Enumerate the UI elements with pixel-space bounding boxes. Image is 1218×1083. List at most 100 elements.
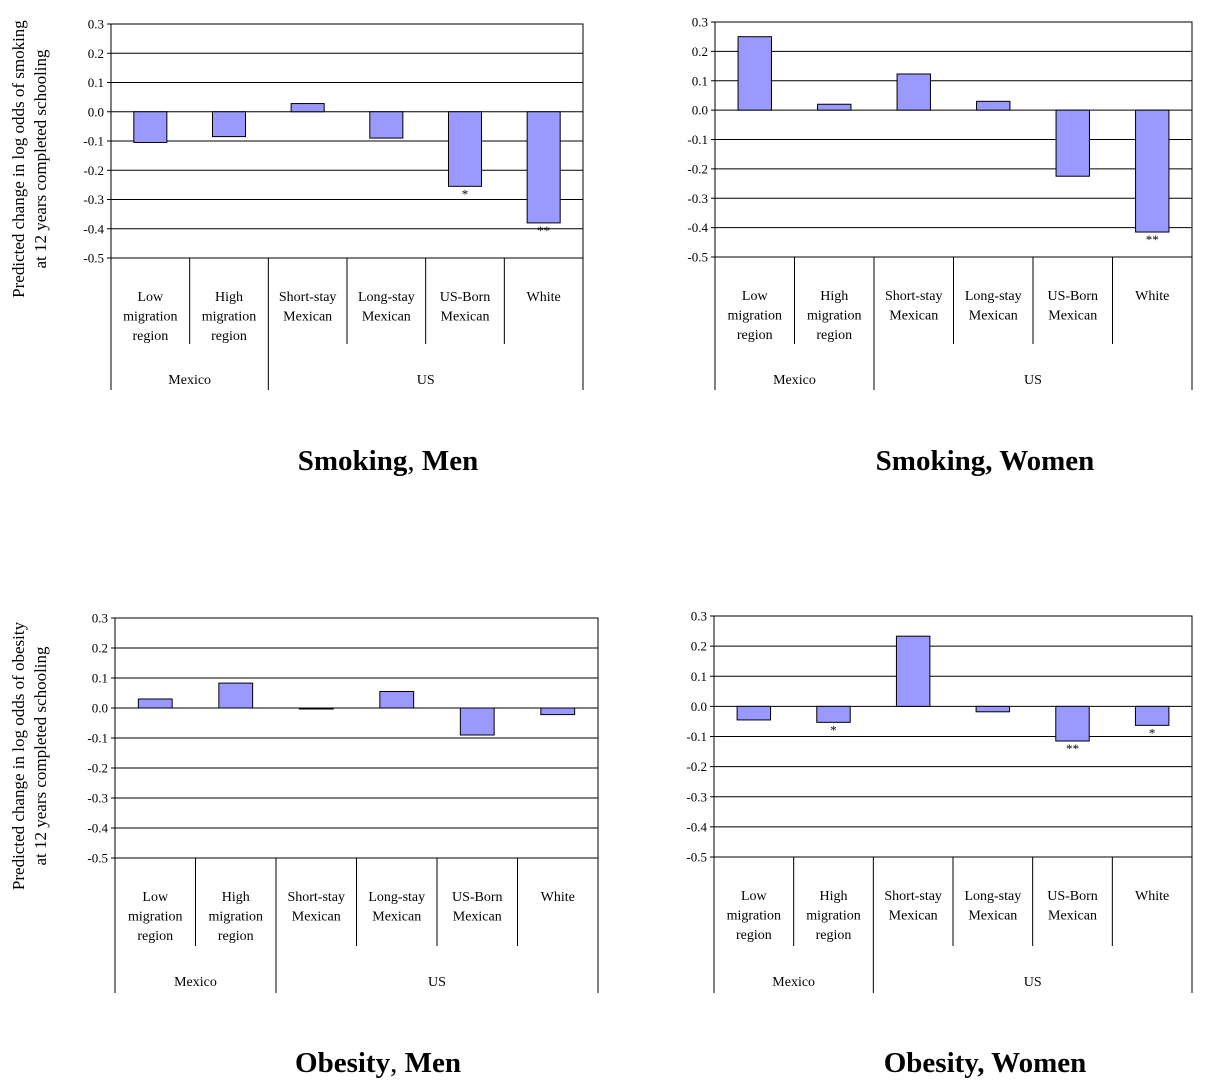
bar: [817, 103, 852, 111]
significance-marker: *: [830, 722, 837, 737]
group-label: US: [1024, 975, 1042, 990]
y-tick-label: -0.5: [87, 851, 108, 866]
y-tick-label: -0.5: [686, 850, 707, 865]
y-tick-label: -0.4: [87, 821, 108, 836]
bar: [975, 705, 1011, 713]
significance-marker: **: [1146, 232, 1159, 247]
y-tick-label: 0.2: [88, 46, 104, 61]
category-label: Mexican: [1048, 909, 1097, 924]
category-label: Mexican: [292, 910, 341, 925]
chart-title: Smoking, Men: [298, 445, 478, 477]
chart-title: Obesity, Men: [295, 1047, 461, 1079]
category-label: region: [736, 928, 772, 943]
category-label: migration: [128, 910, 182, 925]
bar: [447, 111, 483, 187]
y-tick-label: 0.3: [88, 17, 104, 32]
category-label: White: [527, 290, 561, 305]
group-label: US: [417, 373, 435, 388]
category-label: Long-stay: [965, 289, 1022, 304]
y-tick-label: 0.0: [691, 699, 707, 714]
bar: [976, 100, 1011, 111]
category-label: US-Born: [440, 290, 491, 305]
category-label: migration: [807, 309, 861, 324]
category-label: Short-stay: [884, 889, 942, 904]
y-tick-label: -0.2: [83, 163, 104, 178]
category-label: High: [820, 289, 848, 304]
category-label: Mexican: [283, 310, 332, 325]
category-label: High: [215, 290, 243, 305]
y-tick-label: -0.5: [687, 250, 708, 265]
category-label: migration: [806, 909, 860, 924]
bar: [211, 111, 247, 138]
category-label: Long-stay: [964, 889, 1021, 904]
y-tick-label: 0.3: [691, 609, 707, 624]
category-label: migration: [727, 909, 781, 924]
group-label: US: [428, 975, 446, 990]
category-label: High: [222, 890, 250, 905]
y-tick-label: 0.2: [692, 44, 708, 59]
significance-marker: *: [1149, 725, 1156, 740]
category-label: Low: [742, 289, 769, 304]
bar: [895, 635, 931, 707]
bar: [459, 707, 495, 736]
bar: [290, 103, 325, 113]
y-tick-label: 0.1: [692, 73, 708, 88]
category-label: region: [218, 929, 254, 944]
y-tick-label: 0.0: [92, 701, 108, 716]
category-label: migration: [202, 310, 256, 325]
category-label: migration: [123, 310, 177, 325]
y-tick-label: 0.1: [88, 75, 104, 90]
significance-marker: **: [1066, 741, 1079, 756]
category-label: Mexican: [362, 310, 411, 325]
category-label: White: [1135, 889, 1169, 904]
category-label: Mexican: [372, 910, 421, 925]
group-label: US: [1024, 373, 1042, 388]
significance-marker: **: [537, 223, 550, 238]
y-tick-label: 0.2: [691, 639, 707, 654]
category-label: US-Born: [1047, 289, 1098, 304]
y-tick-label: -0.3: [687, 191, 708, 206]
category-label: Mexican: [441, 310, 490, 325]
group-label: Mexico: [772, 975, 815, 990]
bar: [816, 705, 851, 723]
y-tick-label: -0.2: [687, 161, 708, 176]
group-label: Mexico: [773, 373, 816, 388]
bar: [1134, 705, 1170, 726]
bar: [737, 36, 772, 111]
chart-title: Smoking, Women: [876, 445, 1095, 477]
category-label: High: [820, 889, 848, 904]
y-tick-label: 0.3: [692, 15, 708, 30]
y-tick-label: -0.1: [83, 134, 104, 149]
category-label: Short-stay: [885, 289, 943, 304]
bar: [736, 705, 772, 721]
y-tick-label: -0.1: [87, 731, 108, 746]
y-tick-label: -0.2: [87, 761, 108, 776]
category-label: Mexican: [1048, 309, 1097, 324]
bar: [298, 707, 334, 710]
category-label: Low: [741, 889, 768, 904]
category-label: Short-stay: [279, 290, 337, 305]
y-tick-label: -0.3: [87, 791, 108, 806]
y-tick-label: -0.1: [686, 729, 707, 744]
category-label: migration: [728, 309, 782, 324]
group-label: Mexico: [168, 373, 211, 388]
y-tick-label: 0.2: [92, 641, 108, 656]
bar: [1055, 109, 1090, 177]
category-label: White: [1135, 289, 1169, 304]
category-label: Long-stay: [368, 890, 425, 905]
category-label: Mexican: [889, 909, 938, 924]
y-tick-label: 0.1: [92, 671, 108, 686]
category-label: region: [816, 928, 852, 943]
category-label: Low: [137, 290, 164, 305]
y-axis-label: Predicted change in log odds of obesity: [9, 621, 28, 890]
group-label: Mexico: [174, 975, 217, 990]
bar: [218, 682, 254, 709]
y-axis-label: at 12 years completed schooling: [31, 646, 50, 866]
category-label: Short-stay: [287, 890, 345, 905]
category-label: Mexican: [453, 910, 502, 925]
y-tick-label: -0.4: [687, 220, 708, 235]
y-tick-label: -0.1: [687, 132, 708, 147]
bar: [137, 698, 173, 709]
y-tick-label: -0.4: [83, 221, 104, 236]
